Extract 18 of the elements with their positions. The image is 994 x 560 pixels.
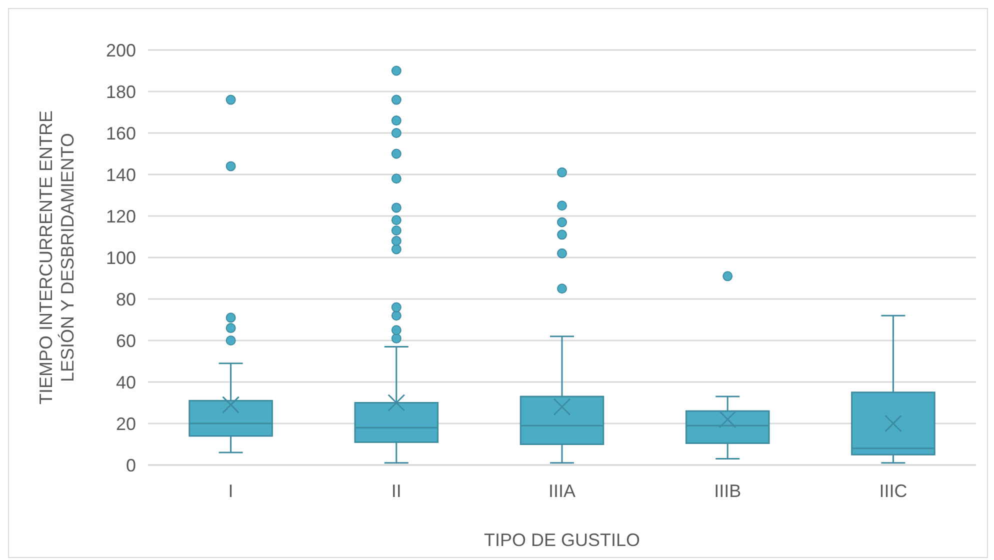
y-tick-label: 200 bbox=[106, 40, 136, 60]
y-tick-label: 0 bbox=[126, 455, 136, 476]
y-tick-label: 80 bbox=[116, 289, 136, 310]
x-tick-label: IIIB bbox=[714, 481, 742, 501]
x-tick-label: I bbox=[228, 481, 234, 501]
y-tick-label: 40 bbox=[116, 372, 136, 392]
x-axis-title: TIPO DE GUSTILO bbox=[484, 530, 640, 550]
x-tick-label: IIIC bbox=[879, 481, 908, 501]
x-tick-label: II bbox=[391, 481, 402, 501]
x-tick-label: IIIA bbox=[548, 481, 576, 501]
y-tick-label: 60 bbox=[116, 330, 136, 351]
y-tick-label: 20 bbox=[116, 414, 136, 434]
y-tick-label: 140 bbox=[106, 164, 136, 185]
y-tick-label: 180 bbox=[106, 82, 136, 102]
y-tick-label: 100 bbox=[106, 248, 136, 268]
y-axis-title: TIEMPO INTERCURRENTE ENTRE LESIÓN Y DESBRIDAMIENTO bbox=[36, 110, 78, 405]
y-tick-label: 160 bbox=[106, 123, 136, 144]
y-tick-label: 120 bbox=[106, 206, 136, 226]
